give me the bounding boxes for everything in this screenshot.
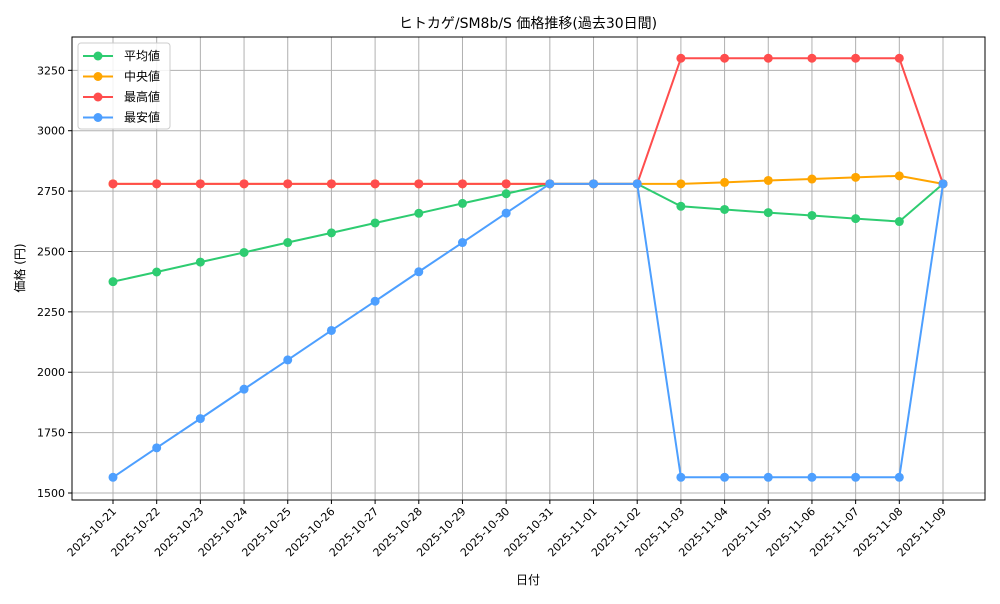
data-point [283,179,293,189]
data-point [894,171,904,181]
data-point [763,208,773,218]
data-point [807,210,817,220]
series-0 [108,179,948,287]
data-point [632,179,642,189]
data-point [195,414,205,424]
data-point [501,179,511,189]
data-point [370,296,380,306]
data-point [152,443,162,453]
series-1 [108,171,948,189]
legend-marker [93,92,103,102]
data-point [938,179,948,189]
data-point [720,472,730,482]
data-point [283,355,293,365]
y-tick-label: 2500 [37,245,65,258]
data-point [676,201,686,211]
data-point [894,217,904,227]
data-point [807,174,817,184]
legend-label: 平均値 [124,48,160,63]
y-tick-label: 2000 [37,366,65,379]
data-point [676,53,686,63]
series-group [108,53,948,482]
legend-label: 最高値 [124,89,160,104]
grid [72,37,985,500]
data-point [763,175,773,185]
data-point [370,179,380,189]
data-point [501,208,511,218]
data-point [108,179,118,189]
data-point [545,179,555,189]
legend-marker [93,51,103,61]
data-point [370,218,380,228]
series-3 [108,179,948,482]
data-point [763,472,773,482]
data-point [851,214,861,224]
legend-marker [93,113,103,122]
data-point [108,277,118,287]
data-point [457,179,467,189]
legend-label: 中央値 [124,69,160,84]
data-point [851,172,861,182]
data-point [763,53,773,63]
data-point [676,179,686,189]
data-point [326,228,336,238]
data-point [720,204,730,214]
data-point [807,472,817,482]
data-point [326,179,336,189]
data-point [414,267,424,277]
data-point [720,53,730,63]
data-point [720,177,730,187]
y-tick-label: 2250 [37,306,65,319]
data-point [414,179,424,189]
data-point [414,208,424,218]
data-point [195,179,205,189]
data-point [239,384,249,394]
data-point [851,472,861,482]
data-point [894,472,904,482]
y-tick-label: 3000 [37,125,65,138]
data-point [195,257,205,267]
data-point [894,53,904,63]
y-tick-label: 1500 [37,487,65,500]
data-point [457,198,467,208]
y-tick-label: 3250 [37,64,65,77]
legend-label: 最安値 [124,110,160,125]
data-point [239,247,249,257]
legend-marker [93,72,103,81]
x-axis-label: 日付 [516,573,540,587]
series-2 [108,53,948,189]
plot-frame [71,36,986,501]
y-tick-label: 1750 [37,427,65,440]
chart-title: ヒトカゲ/SM8b/S 価格推移(過去30日間) [399,16,657,32]
data-point [326,325,336,335]
data-point [152,179,162,189]
series-line [112,182,944,479]
data-point [283,238,293,248]
data-point [152,267,162,277]
data-point [239,179,249,189]
legend-box [77,42,171,130]
data-point [807,53,817,63]
data-point [589,179,599,189]
data-point [108,472,118,482]
series-line [113,174,944,185]
y-axis-label: 価格 (円) [12,243,27,292]
data-point [501,189,511,199]
series-line [112,182,944,283]
data-point [676,472,686,482]
y-tick-label: 2750 [37,185,65,198]
series-line [113,57,944,185]
data-point [457,238,467,248]
data-point [851,53,861,63]
